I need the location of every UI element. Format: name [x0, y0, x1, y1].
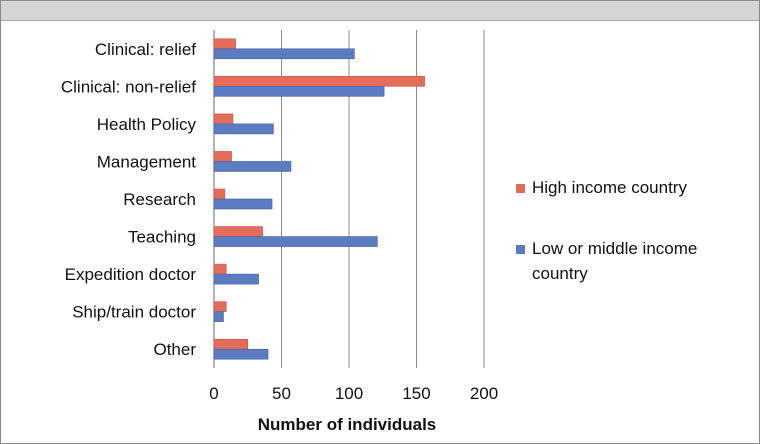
- x-axis-title: Number of individuals: [258, 415, 437, 434]
- legend-swatch: [516, 245, 525, 254]
- x-tick-label: 0: [209, 384, 218, 403]
- legend: High income country Low or middle income c…: [516, 178, 697, 283]
- category-label: Other: [153, 340, 196, 359]
- bar-low-middle-income: [213, 86, 385, 97]
- bar-low-middle-income: [213, 311, 224, 322]
- bar-high-income: [213, 38, 236, 50]
- bar-low-middle-income: [213, 236, 378, 247]
- legend-label: Low or middle income country: [532, 239, 697, 283]
- bar-high-income: [213, 76, 425, 87]
- legend-label-line: Low or middle income: [532, 239, 697, 258]
- bar-high-income: [213, 338, 249, 350]
- category-labels: Clinical: relief Clinical: non-relief Heal…: [61, 40, 197, 359]
- bar-low-middle-income: [213, 161, 292, 172]
- category-label: Ship/train doctor: [72, 303, 196, 322]
- category-label: Expedition doctor: [65, 265, 197, 284]
- bar-high-income: [213, 188, 226, 200]
- x-tick-label: 150: [402, 384, 430, 403]
- bar-low-middle-income: [213, 273, 259, 285]
- x-tick-label: 50: [272, 384, 291, 403]
- top-bar: [1, 1, 759, 21]
- x-tick-labels: 0 50 100 150 200: [209, 384, 498, 403]
- category-label: Health Policy: [97, 115, 197, 134]
- bar-low-middle-income: [213, 48, 355, 60]
- bar-high-income: [213, 226, 263, 237]
- legend-swatch: [516, 184, 525, 193]
- x-tick-label: 200: [470, 384, 498, 403]
- x-tick-label: 100: [335, 384, 363, 403]
- category-label: Clinical: relief: [95, 40, 196, 59]
- bar-low-middle-income: [213, 198, 273, 210]
- bar-high-income: [213, 301, 227, 312]
- bar-high-income: [213, 113, 234, 125]
- category-label: Management: [97, 152, 197, 171]
- category-label: Clinical: non-relief: [61, 77, 196, 96]
- bar-high-income: [213, 151, 232, 162]
- legend-label-line: High income country: [532, 178, 687, 197]
- bars: [213, 38, 425, 360]
- category-label: Teaching: [128, 228, 196, 247]
- legend-label: High income country: [532, 178, 687, 197]
- legend-label-line: country: [532, 264, 588, 283]
- bar-low-middle-income: [213, 348, 269, 360]
- bar-low-middle-income: [213, 123, 274, 135]
- category-label: Research: [123, 190, 196, 209]
- bar-high-income: [213, 263, 227, 275]
